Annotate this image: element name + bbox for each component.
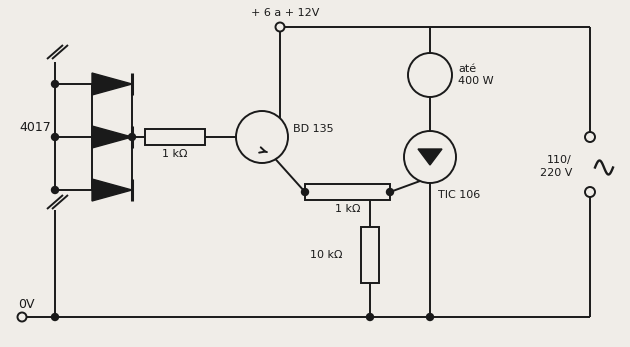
Text: 4017: 4017 [19,120,51,134]
Text: 220 V: 220 V [540,168,572,178]
Circle shape [367,313,374,321]
Circle shape [275,23,285,32]
Circle shape [52,313,59,321]
Circle shape [302,188,309,195]
Circle shape [236,111,288,163]
Text: BD 135: BD 135 [293,124,334,134]
Text: + 6 a + 12V: + 6 a + 12V [251,8,319,18]
Text: TIC 106: TIC 106 [438,190,480,200]
Circle shape [18,313,26,322]
Circle shape [404,131,456,183]
Text: 1 kΩ: 1 kΩ [335,204,360,214]
Polygon shape [92,126,132,148]
Text: 1 kΩ: 1 kΩ [163,149,188,159]
Text: 400 W: 400 W [458,76,494,86]
Bar [305,184,390,200]
Bar [361,227,379,282]
Text: 10 kΩ: 10 kΩ [311,249,343,260]
Circle shape [585,187,595,197]
Text: 0V: 0V [18,298,35,312]
Circle shape [52,186,59,194]
Text: até: até [458,64,476,74]
Circle shape [52,134,59,141]
Circle shape [386,188,394,195]
Text: 110/: 110/ [547,154,572,164]
Circle shape [52,81,59,87]
Bar [145,129,205,145]
Polygon shape [92,73,132,95]
Circle shape [408,53,452,97]
Circle shape [129,134,135,141]
Polygon shape [418,149,442,165]
Polygon shape [92,179,132,201]
Circle shape [427,313,433,321]
Circle shape [585,132,595,142]
